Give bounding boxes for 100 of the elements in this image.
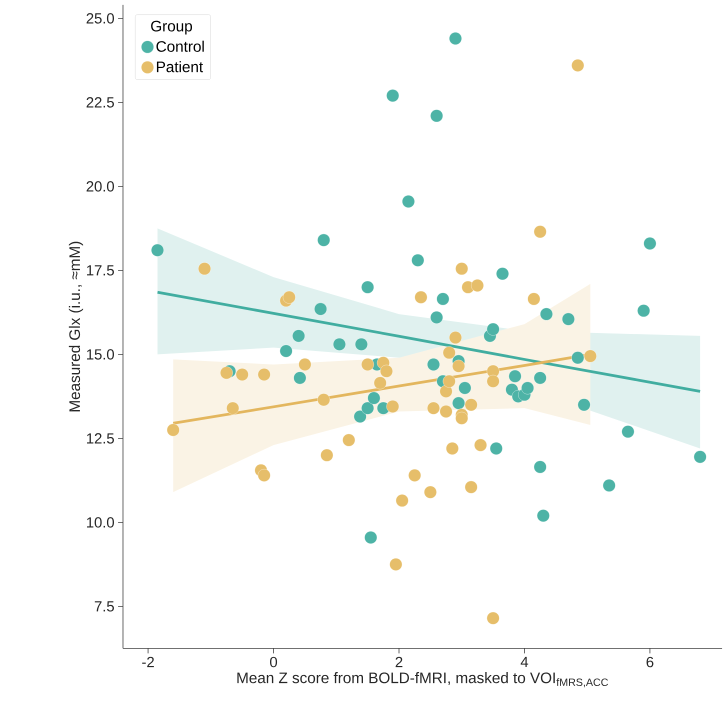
point [368,392,380,405]
point [317,234,330,247]
point [374,376,387,390]
y-tick-label: 15.0 [87,349,114,360]
point [292,330,305,343]
point [486,375,500,388]
point [414,291,428,304]
point [354,410,366,424]
y-tick-label: 10.0 [87,517,114,528]
x-tick-label: 6 [646,657,654,668]
point [198,262,211,276]
point [490,442,503,456]
point [430,110,444,122]
point [258,368,270,382]
point [361,358,374,372]
point [486,323,500,336]
line-series [156,291,702,393]
y-tick-label: 22.5 [86,97,114,108]
point [396,494,409,508]
point [151,244,164,257]
point [166,424,180,437]
point [354,338,368,351]
point [411,254,424,267]
point [521,382,534,395]
point [602,479,616,492]
point [314,302,327,316]
point [458,382,472,395]
y-tick-label: 25.0 [86,13,114,24]
x-tick-label: 4 [520,657,528,668]
point [528,292,540,306]
point [536,510,550,522]
point [282,291,296,304]
point [236,368,249,382]
point [427,358,440,372]
point [455,262,468,276]
point [361,281,374,294]
point [449,331,462,344]
y-tick-label: 12.5 [87,433,114,444]
point [452,360,465,373]
point [637,304,650,318]
point [389,558,402,572]
point [694,450,706,464]
point [464,481,478,494]
point [584,350,597,363]
point [486,612,500,625]
point [280,344,292,358]
x-tick-label: -2 [142,657,154,668]
point [402,195,415,208]
point [508,370,522,383]
point [342,434,356,447]
point [446,442,459,456]
point [440,385,452,398]
point [464,398,478,412]
x-axis-title: Mean Z score from BOLD-fMRI, masked to VOI$_{fMRS,ACC}$ [237,672,608,688]
point [471,279,484,292]
point [258,469,270,482]
point [534,460,547,474]
point [298,358,312,372]
point [571,352,584,364]
point [427,402,440,415]
point [534,226,547,238]
point [442,346,456,360]
point [320,449,334,462]
point [571,59,584,72]
point [386,400,400,414]
y-tick-label: 7.5 [94,602,114,612]
point [622,426,634,438]
point [380,365,393,378]
point [496,268,509,280]
point [220,366,233,380]
point [540,308,553,321]
point [562,312,575,326]
point [424,486,437,499]
point [534,372,547,385]
legend-title: Group [151,20,192,35]
point [408,469,422,482]
legend-label: Control [156,40,204,52]
x-tick-label: 2 [396,657,402,668]
point [442,375,456,388]
y-axis-title: Measured Glx (i.u., ≈mM) [68,242,84,412]
y-tick-label: 20.0 [86,181,114,192]
point [317,394,330,406]
point [440,405,452,418]
point [226,402,240,415]
point [386,90,400,102]
point [430,311,444,324]
point [474,439,487,452]
y-tick-label: 17.5 [87,265,114,276]
point [361,402,374,415]
x-tick-label: 0 [270,657,278,668]
point [449,32,462,46]
point [333,338,346,351]
point [452,396,465,410]
point [644,237,656,250]
point [578,398,590,412]
point [294,372,306,385]
point [455,412,468,425]
point [436,292,450,306]
point [364,531,378,544]
legend-label: Patient [156,61,204,73]
